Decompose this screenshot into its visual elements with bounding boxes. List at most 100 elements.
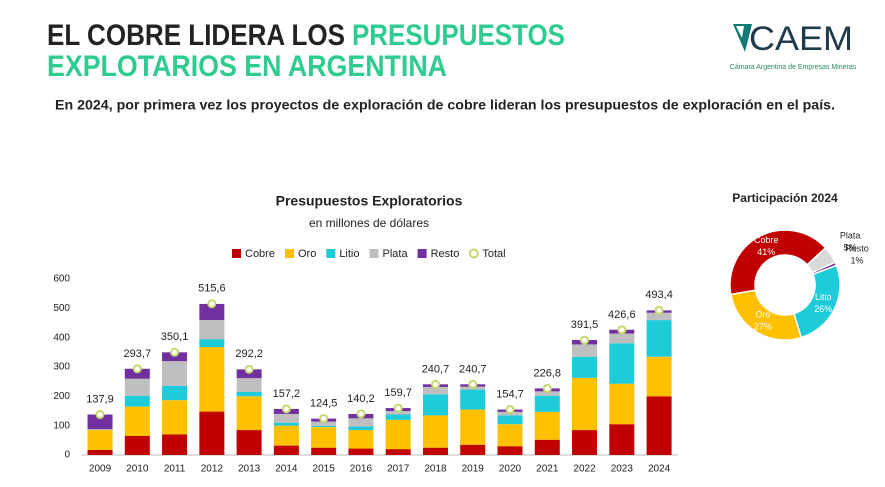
total-label: 226,8	[534, 367, 562, 379]
total-label: 493,4	[645, 289, 673, 301]
bar-segment	[124, 395, 150, 407]
bar-segment	[460, 389, 486, 410]
bar-segment	[162, 434, 188, 455]
total-label: 292,2	[235, 348, 263, 360]
title-part: EXPLOTARIOS EN ARGENTINA	[47, 50, 447, 83]
bar-segment	[385, 414, 411, 420]
bar-segment	[422, 386, 448, 395]
x-tick-label: 2021	[536, 464, 559, 475]
x-tick-label: 2024	[648, 464, 671, 475]
bar-segment	[87, 429, 113, 431]
bar-segment	[460, 409, 486, 445]
total-label: 154,7	[496, 389, 524, 401]
total-label: 159,7	[384, 387, 412, 399]
bar-segment	[385, 449, 411, 455]
bar-segment	[199, 411, 225, 455]
total-label: 157,2	[273, 388, 301, 400]
pie-chart-title: Participación 2024	[732, 191, 838, 205]
slice-label: Cobre	[754, 235, 779, 245]
slice-value: 5%	[844, 242, 857, 252]
total-label: 293,7	[124, 348, 152, 360]
x-tick-label: 2019	[462, 464, 485, 475]
slice-value: 41%	[757, 247, 775, 257]
bar-segment	[124, 368, 150, 379]
total-label: 124,5	[310, 397, 338, 409]
total-marker	[468, 379, 478, 389]
bar-segment	[422, 394, 448, 416]
total-marker	[244, 364, 254, 374]
bar-segment	[534, 411, 560, 440]
total-marker	[542, 383, 552, 393]
y-tick-label: 100	[53, 420, 70, 431]
bar-segment	[422, 415, 448, 448]
x-tick-label: 2020	[499, 464, 522, 475]
x-tick-label: 2023	[611, 464, 634, 475]
x-tick-label: 2016	[350, 464, 373, 475]
total-label: 137,9	[86, 393, 114, 405]
x-tick-label: 2011	[164, 464, 186, 475]
legend-label: Litio	[339, 248, 359, 260]
total-marker	[617, 325, 627, 335]
y-tick-label: 300	[53, 362, 70, 373]
bar-segment	[348, 430, 374, 449]
logo-tagline: Cámara Argentina de Empresas Mineras	[730, 64, 857, 71]
slice-label: Plata	[840, 230, 861, 240]
total-marker	[654, 305, 664, 315]
bar-segment	[162, 385, 188, 401]
slice-label: Litio	[815, 292, 832, 302]
x-tick-label: 2015	[313, 464, 336, 475]
logo-shape	[736, 26, 744, 38]
total-label: 515,6	[198, 283, 226, 295]
bar-segment	[646, 320, 672, 357]
slice-value: 27%	[754, 322, 772, 332]
total-marker	[319, 413, 329, 423]
bar-segment	[497, 415, 523, 425]
legend-label: Plata	[383, 248, 409, 260]
slice-label: Oro	[755, 310, 770, 320]
legend-swatch	[232, 249, 241, 258]
title-part: PRESUPUESTOS	[352, 19, 565, 52]
total-marker	[207, 299, 217, 309]
total-label: 426,6	[608, 309, 636, 321]
total-marker	[356, 409, 366, 419]
y-tick-label: 200	[53, 391, 70, 402]
bar-segment	[162, 400, 188, 435]
bar-segment	[534, 395, 560, 412]
bar-segment	[572, 377, 598, 431]
bar-segment	[87, 430, 113, 451]
total-label: 350,1	[161, 331, 189, 343]
bar-segment	[311, 421, 337, 426]
bar-segment	[124, 406, 150, 436]
bar-segment	[497, 424, 523, 447]
bar-segment	[124, 435, 150, 455]
bar-segment	[646, 312, 672, 321]
bar-segment	[572, 356, 598, 378]
y-tick-label: 600	[53, 274, 70, 285]
bar-segment	[87, 414, 113, 430]
bar-segment	[497, 446, 523, 455]
total-marker	[430, 379, 440, 389]
total-label: 391,5	[571, 319, 599, 331]
bar-segment	[572, 344, 598, 357]
y-tick-label: 0	[64, 450, 70, 461]
x-tick-label: 2014	[275, 464, 298, 475]
y-tick-label: 500	[53, 303, 70, 314]
subtitle: En 2024, por primera vez los proyectos d…	[55, 97, 835, 113]
bar-segment	[385, 411, 411, 415]
total-marker	[505, 405, 515, 415]
bar-segment	[199, 347, 225, 412]
bar-segment	[162, 361, 188, 386]
total-label: 240,7	[422, 363, 450, 375]
bar-segment	[534, 391, 560, 396]
donut-slice	[729, 289, 803, 341]
slice-label: Resto	[845, 243, 869, 253]
slice-value: 26%	[814, 304, 832, 314]
x-tick-label: 2022	[573, 464, 596, 475]
bar-segment	[273, 413, 299, 423]
bar-segment	[236, 378, 262, 392]
logo-name: CAEM	[749, 20, 853, 58]
bar-segment	[236, 396, 262, 431]
